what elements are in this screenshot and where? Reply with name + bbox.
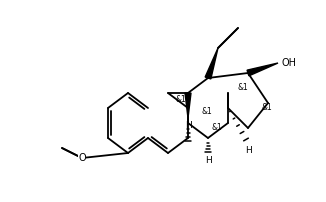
Text: O: O [78,153,86,163]
Text: &1: &1 [202,107,213,117]
Polygon shape [205,48,218,79]
Text: H: H [185,121,192,130]
Text: OH: OH [281,58,296,68]
Text: &1: &1 [175,96,186,104]
Text: H: H [205,156,211,165]
Text: &1: &1 [212,123,223,133]
Text: H: H [244,146,251,155]
Polygon shape [185,93,191,118]
Polygon shape [247,63,278,76]
Text: &1: &1 [261,103,272,113]
Text: &1: &1 [237,83,248,93]
